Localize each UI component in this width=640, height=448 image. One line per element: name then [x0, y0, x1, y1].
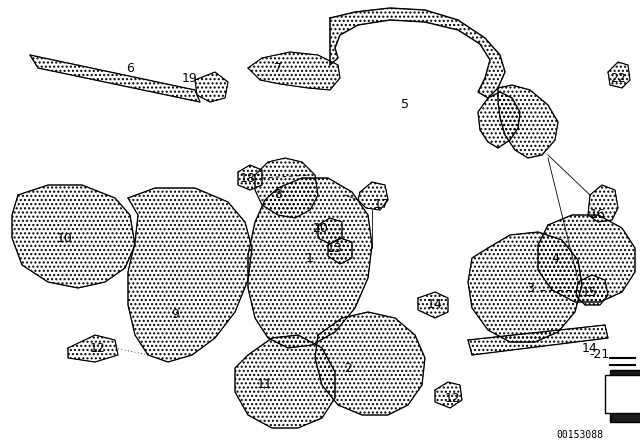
Text: -21: -21	[590, 349, 610, 362]
Text: 1: 1	[306, 251, 314, 264]
Text: 8: 8	[274, 189, 282, 202]
Text: 16: 16	[590, 208, 606, 221]
Text: 6: 6	[126, 61, 134, 74]
Text: 15: 15	[582, 285, 598, 298]
Text: 17: 17	[374, 198, 390, 211]
Text: 00153088: 00153088	[557, 430, 604, 440]
Text: 18: 18	[240, 172, 256, 185]
Text: 14: 14	[427, 298, 443, 311]
Text: 3: 3	[526, 281, 534, 294]
Text: 2: 2	[344, 362, 352, 375]
Text: 4: 4	[551, 251, 559, 264]
Text: 19: 19	[182, 72, 198, 85]
Text: 11: 11	[257, 379, 273, 392]
Text: 9: 9	[171, 309, 179, 322]
Text: 14: 14	[582, 341, 598, 354]
Text: 13: 13	[327, 241, 343, 254]
Text: 5: 5	[401, 99, 409, 112]
Text: 12: 12	[90, 341, 106, 354]
Text: 22: 22	[610, 72, 626, 85]
Text: 12: 12	[445, 392, 461, 405]
Bar	[605, 375, 640, 413]
Text: 7: 7	[274, 61, 282, 74]
Text: 10: 10	[57, 232, 73, 245]
Bar	[610, 370, 640, 422]
Text: 20: 20	[312, 221, 328, 234]
